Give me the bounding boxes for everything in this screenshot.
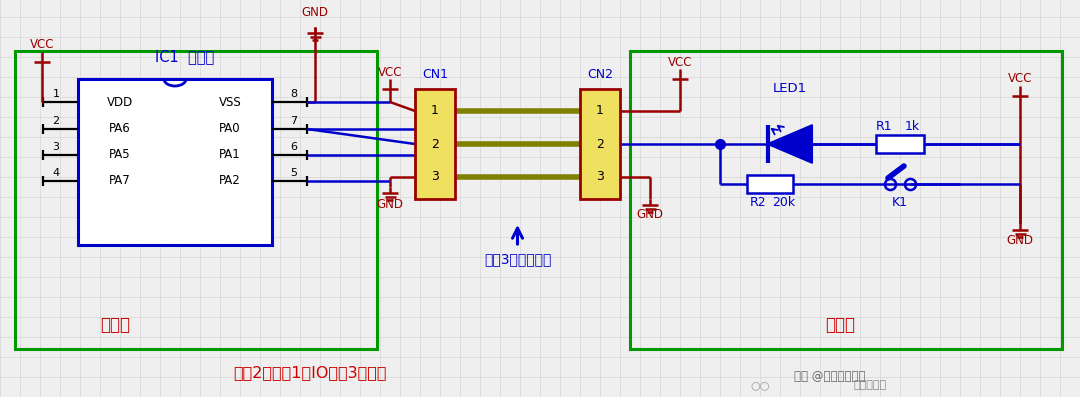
Text: PA1: PA1: [219, 148, 241, 162]
Text: VCC: VCC: [667, 56, 692, 69]
Bar: [630, 51, 1062, 349]
Text: 8: 8: [291, 89, 298, 99]
Bar: [580, 89, 620, 199]
Text: 控制板: 控制板: [100, 316, 130, 334]
Text: GND: GND: [301, 6, 328, 19]
Text: 4: 4: [53, 168, 59, 178]
Text: VCC: VCC: [1008, 73, 1032, 85]
Text: PA2: PA2: [219, 175, 241, 187]
Text: R1: R1: [876, 119, 892, 133]
Text: 20k: 20k: [772, 195, 796, 208]
Text: GND: GND: [377, 197, 404, 210]
Text: 7: 7: [291, 116, 298, 126]
Text: 3: 3: [431, 170, 438, 183]
Text: 按键板: 按键板: [825, 316, 855, 334]
Text: PA0: PA0: [219, 123, 241, 135]
Text: PA6: PA6: [109, 123, 131, 135]
Text: 2: 2: [596, 137, 604, 150]
Text: VSS: VSS: [218, 96, 241, 108]
Text: K1: K1: [892, 195, 908, 208]
Text: 3: 3: [596, 170, 604, 183]
Bar: [415, 89, 455, 199]
Text: R2: R2: [750, 195, 767, 208]
Bar: [876, 135, 924, 153]
Text: 1: 1: [431, 104, 438, 118]
Text: 1: 1: [53, 89, 59, 99]
Text: CN1: CN1: [422, 69, 448, 81]
Text: 5: 5: [291, 168, 297, 178]
Text: 2: 2: [431, 137, 438, 150]
Text: GND: GND: [1007, 235, 1034, 247]
Bar: [78, 79, 272, 245]
Text: GND: GND: [636, 208, 663, 222]
Text: CN2: CN2: [588, 69, 613, 81]
Text: PA7: PA7: [109, 175, 131, 187]
Text: 电路一点通: 电路一点通: [853, 380, 887, 390]
Polygon shape: [768, 125, 812, 163]
Text: 2: 2: [53, 116, 59, 126]
Text: VCC: VCC: [30, 39, 54, 52]
Text: ○○: ○○: [751, 380, 770, 390]
Text: PA5: PA5: [109, 148, 131, 162]
Text: IC1  单片机: IC1 单片机: [156, 50, 215, 64]
Bar: [15, 51, 377, 349]
Bar: [747, 175, 793, 193]
Text: LED1: LED1: [773, 83, 807, 96]
Text: 1k: 1k: [904, 119, 919, 133]
Text: 通过3根排线连接: 通过3根排线连接: [484, 252, 551, 266]
Text: 6: 6: [291, 142, 297, 152]
Text: VCC: VCC: [378, 66, 402, 79]
Text: VDD: VDD: [107, 96, 133, 108]
Text: 3: 3: [53, 142, 59, 152]
Text: 1: 1: [596, 104, 604, 118]
Text: 方抈2，占用1个IO口，3根线材: 方抈2，占用1个IO口，3根线材: [233, 366, 387, 380]
Text: 头条 @鹤柯记论电子: 头条 @鹤柯记论电子: [794, 370, 866, 384]
